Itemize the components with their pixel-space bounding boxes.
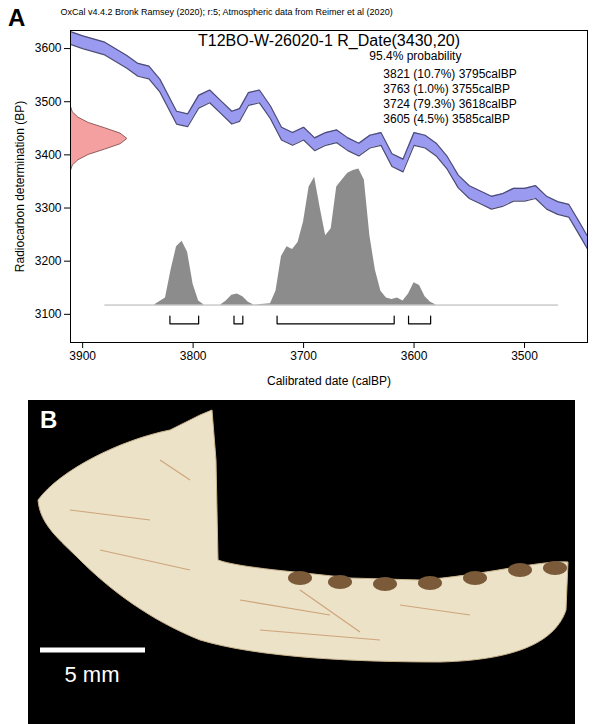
svg-text:5 mm: 5 mm bbox=[65, 662, 120, 687]
svg-text:3300: 3300 bbox=[35, 201, 62, 215]
svg-text:Calibrated date (calBP): Calibrated date (calBP) bbox=[267, 374, 391, 388]
svg-text:3500: 3500 bbox=[35, 95, 62, 109]
svg-text:3600: 3600 bbox=[35, 41, 62, 55]
svg-text:Radiocarbon determination (BP): Radiocarbon determination (BP) bbox=[13, 101, 27, 272]
svg-text:3500: 3500 bbox=[511, 349, 538, 363]
svg-text:3800: 3800 bbox=[180, 349, 207, 363]
svg-text:B: B bbox=[40, 406, 57, 433]
svg-text:3600: 3600 bbox=[401, 349, 428, 363]
svg-text:3200: 3200 bbox=[35, 254, 62, 268]
svg-text:3400: 3400 bbox=[35, 148, 62, 162]
svg-text:T12BO-W-26020-1 R_Date(3430,20: T12BO-W-26020-1 R_Date(3430,20) bbox=[198, 32, 460, 50]
svg-text:3900: 3900 bbox=[69, 349, 96, 363]
svg-text:3821 (10.7%) 3795calBP3763 (1.: 3821 (10.7%) 3795calBP3763 (1.0%) 3755ca… bbox=[383, 67, 516, 126]
svg-text:OxCal v4.4.2 Bronk Ramsey (202: OxCal v4.4.2 Bronk Ramsey (2020); r:5; A… bbox=[61, 7, 393, 17]
svg-text:3100: 3100 bbox=[35, 307, 62, 321]
html-text:A: A bbox=[8, 4, 26, 31]
svg-text:3700: 3700 bbox=[290, 349, 317, 363]
svg-text:95.4% probability: 95.4% probability bbox=[369, 49, 461, 63]
